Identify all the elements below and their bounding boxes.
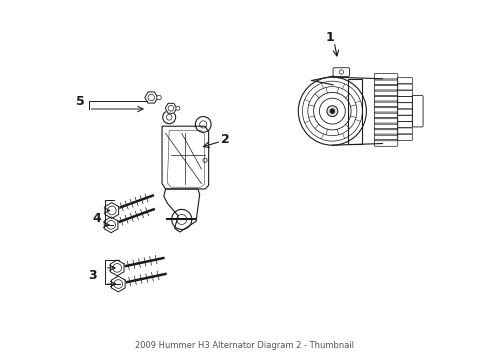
Circle shape xyxy=(326,106,337,117)
Polygon shape xyxy=(104,217,118,233)
Polygon shape xyxy=(110,260,124,276)
Text: 3: 3 xyxy=(88,269,96,282)
Polygon shape xyxy=(165,103,176,113)
Text: 2009 Hummer H3 Alternator Diagram 2 - Thumbnail: 2009 Hummer H3 Alternator Diagram 2 - Th… xyxy=(135,341,353,350)
Circle shape xyxy=(157,95,161,100)
Circle shape xyxy=(176,106,180,110)
Circle shape xyxy=(329,109,334,113)
Polygon shape xyxy=(144,92,158,103)
Text: 1: 1 xyxy=(325,31,333,44)
Text: 2: 2 xyxy=(221,133,230,146)
Text: 4: 4 xyxy=(92,212,101,225)
Text: 5: 5 xyxy=(76,95,85,108)
Polygon shape xyxy=(105,203,119,219)
Polygon shape xyxy=(111,276,125,292)
